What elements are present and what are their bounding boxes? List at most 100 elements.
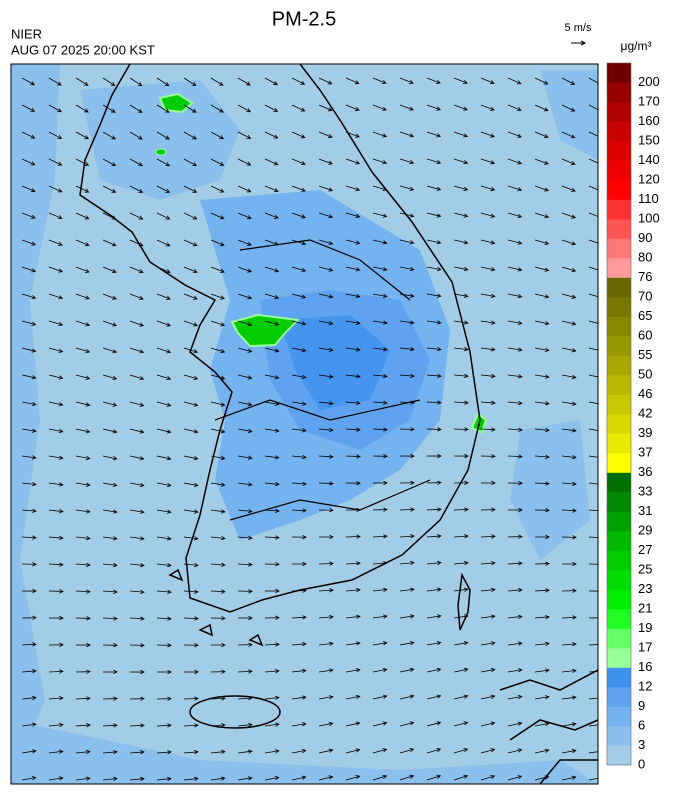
wind-arrow	[183, 212, 198, 220]
wind-arrow	[561, 561, 577, 567]
wind-arrow	[345, 347, 361, 352]
wind-arrow	[183, 239, 198, 247]
wind-arrow	[507, 427, 523, 432]
colorbar-tick-label: 17	[638, 639, 652, 654]
wind-arrow	[426, 534, 442, 539]
colorbar-tick-label: 3	[638, 737, 645, 752]
wind-arrow	[399, 212, 415, 218]
wind-arrow	[210, 104, 224, 113]
wind-arrow	[102, 696, 118, 701]
wind-arrow	[156, 77, 170, 87]
wind-arrow	[345, 77, 360, 85]
wind-arrow	[210, 212, 225, 220]
wind-arrow	[75, 131, 90, 140]
wind-arrow	[129, 509, 145, 514]
wind-arrow	[480, 614, 496, 619]
wind-arrow	[399, 694, 415, 700]
wind-arrow	[183, 347, 199, 354]
wind-arrow	[480, 560, 496, 566]
wind-arrow	[156, 509, 172, 514]
wind-arrow	[237, 212, 252, 220]
wind-arrow	[453, 667, 469, 673]
wind-arrow	[75, 158, 90, 166]
colorbar-segment	[607, 687, 631, 707]
wind-arrow	[48, 77, 62, 86]
wind-arrow	[534, 721, 550, 727]
colorbar-tick-label: 90	[638, 230, 652, 245]
wind-arrow	[21, 615, 37, 620]
wind-arrow	[129, 212, 144, 220]
wind-arrow	[426, 320, 442, 325]
colorbar-tick-label: 9	[638, 698, 645, 713]
wind-arrow	[588, 293, 598, 298]
wind-arrow	[291, 131, 306, 139]
wind-arrow	[426, 507, 442, 512]
colorbar-segment	[607, 277, 631, 298]
wind-arrow	[183, 562, 199, 568]
wind-arrow	[534, 374, 550, 379]
wind-arrow	[426, 373, 442, 379]
wind-arrow	[372, 347, 388, 352]
wind-arrow	[561, 77, 576, 85]
wind-arrow	[156, 589, 172, 595]
wind-arrow	[534, 427, 550, 433]
wind-arrow	[156, 428, 172, 434]
wind-arrow	[183, 509, 199, 514]
wind-arrow	[588, 131, 598, 139]
wind-arrow	[237, 482, 253, 487]
wind-arrow	[426, 667, 442, 673]
colorbar-segment	[607, 102, 631, 122]
wind-arrow	[426, 158, 442, 165]
wind-arrow	[345, 748, 361, 754]
wind-arrow	[507, 77, 522, 85]
wind-arrow	[507, 374, 523, 379]
wind-arrow	[507, 454, 523, 459]
wind-arrow	[264, 535, 280, 540]
wind-arrow	[129, 562, 145, 568]
wind-arrow	[480, 694, 496, 700]
wind-arrow	[21, 428, 37, 433]
wind-arrow	[75, 616, 91, 621]
wind-arrow	[237, 642, 253, 647]
wind-arrow	[75, 589, 91, 594]
wind-arrow	[480, 507, 496, 512]
wind-arrow	[291, 104, 306, 112]
wind-arrow	[210, 401, 226, 407]
wind-arrow	[48, 535, 64, 541]
wind-arrow	[75, 374, 91, 380]
wind-arrow	[21, 588, 37, 594]
wind-arrow	[534, 401, 550, 406]
wind-arrow	[453, 560, 469, 566]
wind-arrow	[372, 667, 388, 673]
wind-arrow	[372, 239, 388, 245]
wind-arrow	[21, 239, 37, 246]
wind-arrow	[183, 669, 199, 675]
wind-arrow	[372, 641, 388, 646]
wind-arrow	[183, 723, 199, 728]
wind-arrow	[372, 185, 388, 192]
wind-arrow	[102, 643, 118, 648]
wind-arrow	[237, 320, 253, 327]
wind-arrow	[507, 347, 523, 352]
wind-arrow	[210, 589, 226, 594]
wind-arrow	[426, 131, 442, 138]
wind-arrow	[129, 158, 144, 167]
wind-arrow	[264, 239, 280, 246]
wind-arrow	[183, 401, 199, 407]
wind-arrow	[210, 455, 226, 461]
colorbar-tick-label: 33	[638, 483, 652, 498]
wind-arrow	[210, 642, 226, 648]
wind-arrow	[318, 588, 334, 593]
wind-arrow	[534, 266, 550, 272]
wind-arrow	[480, 293, 496, 299]
wind-arrow	[183, 696, 199, 701]
wind-arrow	[588, 347, 598, 351]
wind-arrow	[507, 185, 523, 192]
wind-arrow	[264, 775, 280, 781]
wind-arrow	[588, 104, 598, 112]
wind-arrow	[399, 667, 415, 673]
wind-arrow	[210, 374, 226, 380]
wind-arrow	[453, 347, 469, 352]
wind-arrow	[588, 428, 598, 431]
wind-arrow	[399, 77, 414, 84]
